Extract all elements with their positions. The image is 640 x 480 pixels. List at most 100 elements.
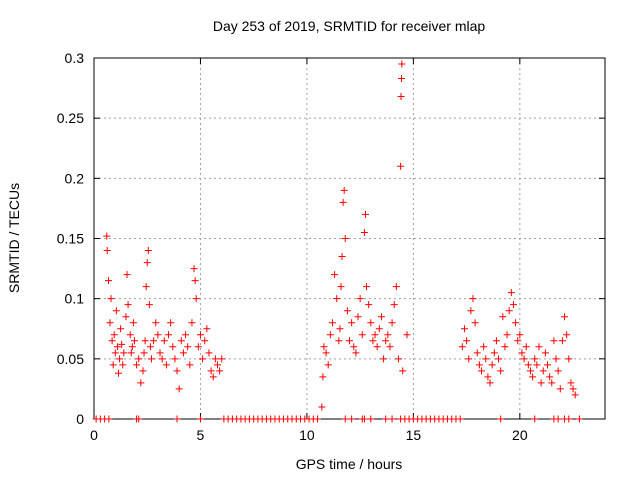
data-point	[350, 343, 358, 351]
data-point	[127, 349, 135, 357]
x-tick-label: 10	[299, 427, 315, 443]
data-point	[122, 313, 130, 321]
data-point	[201, 337, 209, 345]
data-point	[465, 355, 473, 363]
data-point	[338, 253, 346, 261]
data-point	[377, 313, 385, 321]
data-point	[497, 415, 505, 423]
data-point	[106, 319, 114, 327]
data-point	[558, 337, 566, 345]
data-point	[213, 361, 221, 369]
data-point	[367, 415, 375, 423]
data-point	[150, 337, 158, 345]
data-point	[196, 331, 204, 339]
data-point	[548, 379, 556, 387]
data-point	[188, 319, 196, 327]
data-point	[480, 343, 488, 351]
data-point	[154, 331, 162, 339]
data-point	[175, 385, 183, 393]
data-point	[388, 319, 396, 327]
data-point	[336, 325, 344, 333]
data-point	[144, 247, 152, 255]
data-point	[109, 361, 117, 369]
data-point	[139, 367, 147, 375]
data-point	[337, 283, 345, 291]
x-axis-label: GPS time / hours	[296, 456, 403, 472]
data-point	[458, 343, 466, 351]
data-point	[360, 228, 368, 236]
data-point	[473, 349, 481, 357]
data-point	[104, 277, 112, 285]
data-point	[554, 367, 562, 375]
data-point	[205, 349, 213, 357]
data-point	[218, 355, 226, 363]
data-point	[216, 367, 224, 375]
data-point	[518, 349, 526, 357]
data-point	[326, 331, 334, 339]
data-point	[531, 355, 539, 363]
data-point	[356, 295, 364, 303]
data-point	[167, 319, 175, 327]
data-point	[533, 361, 541, 369]
data-point	[352, 349, 360, 357]
data-point	[360, 415, 368, 423]
data-point	[335, 337, 343, 345]
data-point	[207, 367, 215, 375]
data-point	[340, 186, 348, 194]
data-point	[348, 319, 356, 327]
data-point	[103, 232, 111, 240]
data-point	[117, 325, 125, 333]
data-point	[571, 391, 579, 399]
data-point	[371, 331, 379, 339]
x-tick-label: 5	[197, 427, 205, 443]
data-point	[108, 337, 116, 345]
y-tick-label: 0.3	[65, 50, 85, 66]
data-point	[524, 361, 532, 369]
data-point	[507, 289, 515, 297]
data-point	[120, 349, 128, 357]
data-point	[343, 307, 351, 315]
x-tick-label: 20	[512, 427, 528, 443]
data-point	[126, 331, 134, 339]
data-point	[367, 319, 375, 327]
data-point	[382, 415, 390, 423]
data-point	[546, 373, 554, 381]
data-point	[182, 331, 190, 339]
y-tick-label: 0.05	[57, 351, 84, 367]
data-point	[363, 283, 371, 291]
data-point	[130, 337, 138, 345]
data-point	[211, 355, 219, 363]
data-point	[565, 355, 573, 363]
data-point	[550, 337, 558, 345]
data-point	[119, 361, 127, 369]
data-point	[186, 361, 194, 369]
data-point	[375, 325, 383, 333]
data-point	[123, 271, 131, 279]
data-point	[341, 235, 349, 242]
data-point	[165, 331, 173, 339]
data-point	[319, 373, 327, 381]
data-point	[140, 349, 148, 357]
data-point	[469, 295, 477, 303]
data-point	[499, 313, 507, 321]
data-point	[171, 355, 179, 363]
data-point	[531, 415, 539, 423]
y-tick-label: 0.15	[57, 231, 84, 247]
data-point	[526, 367, 534, 375]
data-point	[135, 415, 143, 423]
y-tick-label: 0.2	[65, 170, 85, 186]
data-point	[488, 361, 496, 369]
data-point	[563, 331, 571, 339]
data-point	[369, 337, 377, 345]
y-tick-label: 0.1	[65, 291, 85, 307]
data-point	[177, 337, 185, 345]
data-point	[346, 337, 353, 345]
chart-title: Day 253 of 2019, SRMTID for receiver mla…	[213, 18, 486, 34]
x-tick-labels: 0 5 10 15 20	[90, 427, 528, 443]
data-point	[194, 343, 202, 351]
data-point	[143, 259, 151, 267]
data-point	[341, 415, 349, 423]
data-point	[160, 337, 168, 345]
data-point	[460, 325, 468, 333]
data-point	[561, 313, 569, 321]
